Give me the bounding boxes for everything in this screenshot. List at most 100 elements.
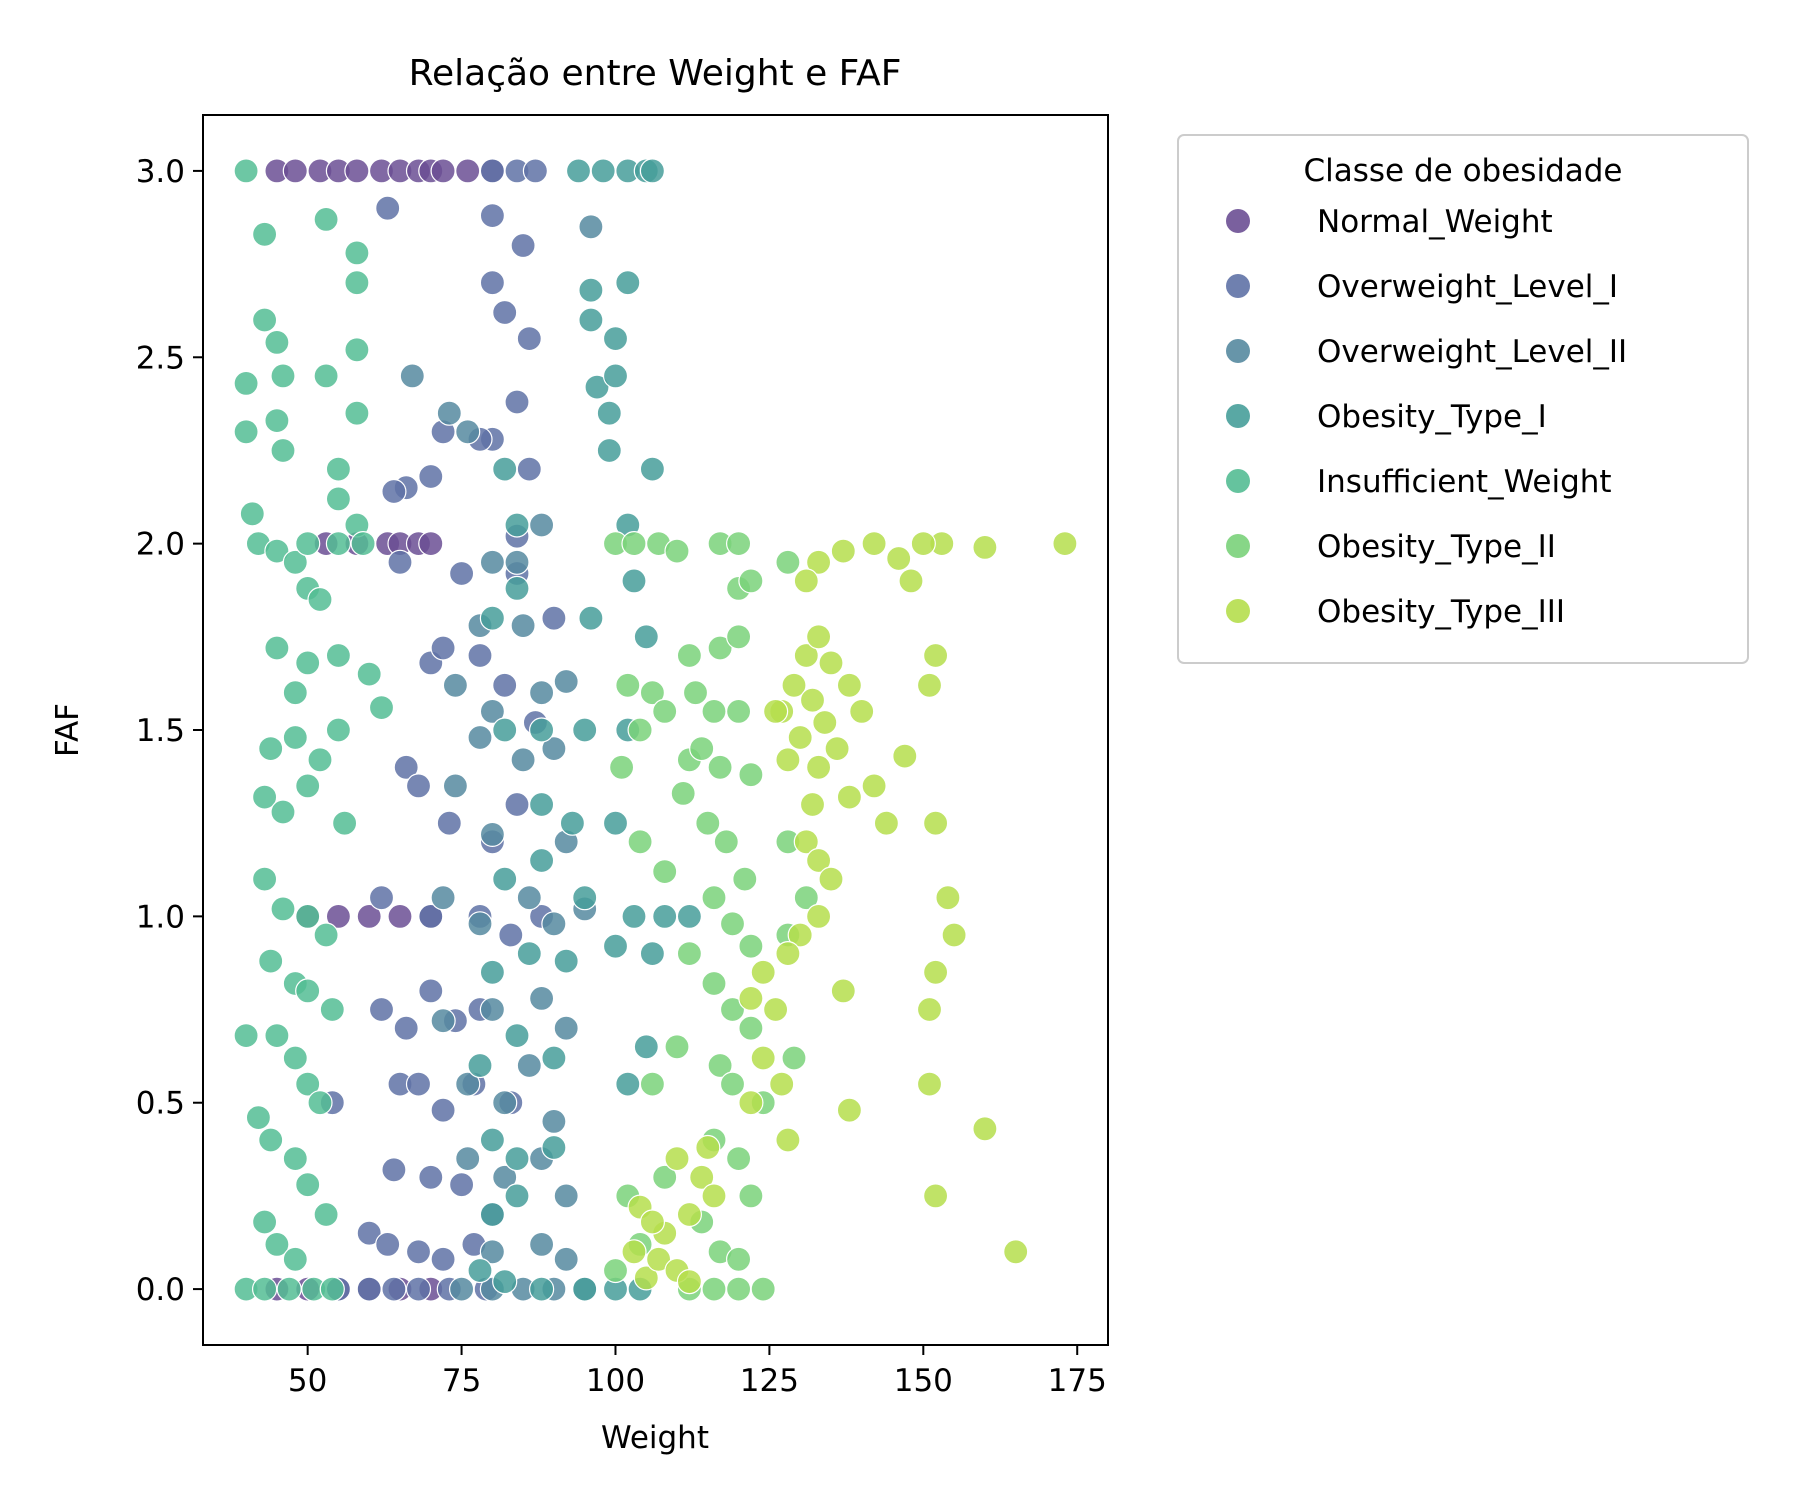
- data-point-obesity-type-i: [602, 363, 629, 389]
- data-point-overweight-level-i: [418, 978, 444, 1004]
- data-point-insufficient-weight: [282, 680, 308, 706]
- data-point-normal-weight: [282, 158, 308, 184]
- data-point-overweight-level-ii: [578, 214, 604, 240]
- data-point-normal-weight: [344, 158, 370, 184]
- y-tick-label: 0.5: [136, 1086, 185, 1122]
- data-point-overweight-level-ii: [528, 680, 555, 706]
- data-point-obesity-type-i: [565, 158, 592, 184]
- data-point-obesity-type-ii: [615, 672, 641, 698]
- legend: Classe de obesidade Normal_Weight Overwei…: [1177, 134, 1749, 664]
- data-point-overweight-level-i: [504, 791, 530, 818]
- data-point-obesity-type-i: [504, 575, 530, 602]
- data-point-overweight-level-i: [430, 1097, 456, 1123]
- data-point-overweight-level-i: [498, 922, 524, 948]
- data-point-obesity-type-ii: [775, 549, 801, 575]
- data-point-obesity-type-ii: [695, 810, 721, 836]
- data-point-obesity-type-ii: [738, 933, 764, 959]
- data-point-obesity-type-i: [516, 940, 542, 967]
- data-point-obesity-type-iii: [750, 1045, 776, 1071]
- data-point-obesity-type-iii: [695, 1134, 721, 1161]
- data-point-overweight-level-i: [418, 1164, 444, 1190]
- data-point-normal-weight: [387, 903, 413, 930]
- data-point-overweight-level-i: [356, 1220, 382, 1246]
- data-point-insufficient-weight: [252, 1209, 278, 1235]
- data-point-obesity-type-i: [559, 810, 586, 836]
- data-point-overweight-level-i: [516, 456, 542, 482]
- data-point-overweight-level-ii: [455, 1145, 481, 1172]
- data-point-insufficient-weight: [264, 1231, 290, 1258]
- data-point-overweight-level-i: [405, 773, 432, 799]
- data-point-overweight-level-i: [381, 1276, 407, 1302]
- data-point-obesity-type-i: [633, 624, 659, 650]
- data-point-obesity-type-iii: [892, 743, 918, 769]
- data-point-obesity-type-iii: [639, 1209, 666, 1235]
- data-point-obesity-type-ii: [639, 680, 666, 706]
- data-point-overweight-level-ii: [528, 512, 555, 538]
- y-tick-label: 0.0: [136, 1272, 185, 1308]
- y-tick-label: 1.5: [136, 713, 185, 749]
- x-tick-label: 175: [1048, 1363, 1107, 1399]
- x-tick-label: 50: [288, 1363, 327, 1399]
- legend-label: Obesity_Type_III: [1317, 594, 1565, 630]
- data-point-insufficient-weight: [325, 717, 351, 743]
- data-point-obesity-type-ii: [781, 1045, 807, 1071]
- data-point-obesity-type-i: [504, 1145, 530, 1172]
- data-point-insufficient-weight: [368, 694, 395, 721]
- data-point-obesity-type-iii: [972, 1116, 998, 1142]
- data-point-obesity-type-iii: [787, 724, 813, 751]
- data-point-insufficient-weight: [282, 1246, 308, 1272]
- data-point-overweight-level-i: [449, 560, 475, 587]
- data-point-insufficient-weight: [295, 903, 321, 930]
- data-point-obesity-type-i: [578, 277, 604, 303]
- data-point-insufficient-weight: [282, 724, 308, 751]
- y-tick-label: 2.5: [136, 340, 185, 376]
- y-axis-ticks: 0.0 0.5 1.0 1.5 2.0 2.5 3.0: [136, 154, 203, 1308]
- data-point-obesity-type-iii: [922, 959, 949, 985]
- y-tick-label: 3.0: [136, 154, 185, 190]
- data-point-obesity-type-i: [541, 1134, 567, 1161]
- data-point-overweight-level-i: [436, 810, 462, 836]
- data-point-insufficient-weight: [350, 530, 376, 557]
- data-point-obesity-type-i: [479, 1127, 505, 1153]
- data-point-overweight-level-i: [405, 1071, 432, 1097]
- data-point-insufficient-weight: [295, 650, 321, 676]
- data-point-overweight-level-ii: [455, 419, 481, 445]
- data-point-overweight-level-i: [467, 642, 493, 669]
- data-point-insufficient-weight: [245, 1104, 271, 1131]
- data-point-normal-weight: [455, 158, 481, 184]
- data-point-overweight-level-i: [393, 1015, 419, 1041]
- data-point-overweight-level-i: [430, 635, 456, 661]
- legend-label: Insufficient_Weight: [1317, 464, 1612, 500]
- data-point-obesity-type-iii: [922, 1183, 949, 1209]
- data-point-obesity-type-ii: [652, 858, 678, 885]
- data-point-obesity-type-iii: [861, 773, 887, 799]
- data-point-obesity-type-ii: [701, 698, 727, 725]
- data-point-obesity-type-iii: [805, 847, 832, 874]
- data-point-overweight-level-ii: [553, 1015, 579, 1041]
- data-point-obesity-type-ii: [725, 1276, 752, 1302]
- data-point-insufficient-weight: [344, 270, 370, 296]
- legend-title: Classe de obesidade: [1304, 153, 1623, 189]
- data-point-obesity-type-ii: [682, 680, 709, 706]
- data-point-insufficient-weight: [325, 642, 351, 669]
- data-point-insufficient-weight: [325, 530, 351, 557]
- data-point-insufficient-weight: [270, 896, 296, 922]
- data-point-obesity-type-iii: [775, 747, 801, 773]
- data-point-insufficient-weight: [233, 419, 259, 445]
- data-point-overweight-level-i: [368, 885, 395, 911]
- data-point-obesity-type-i: [479, 959, 505, 985]
- data-point-obesity-type-ii: [719, 996, 746, 1023]
- data-point-obesity-type-iii: [805, 903, 832, 930]
- y-tick-label: 2.0: [136, 527, 185, 563]
- data-point-overweight-level-ii: [479, 1239, 505, 1265]
- data-point-overweight-level-i: [405, 1239, 432, 1265]
- data-point-overweight-level-i: [492, 299, 518, 326]
- data-point-overweight-level-i: [516, 326, 542, 352]
- data-point-obesity-type-iii: [1003, 1239, 1029, 1265]
- data-point-obesity-type-iii: [762, 698, 789, 725]
- data-point-insufficient-weight: [295, 978, 321, 1004]
- data-point-overweight-level-ii: [436, 400, 462, 426]
- data-point-obesity-type-iii: [738, 1090, 764, 1116]
- data-point-insufficient-weight: [252, 307, 278, 333]
- x-tick-label: 125: [740, 1363, 799, 1399]
